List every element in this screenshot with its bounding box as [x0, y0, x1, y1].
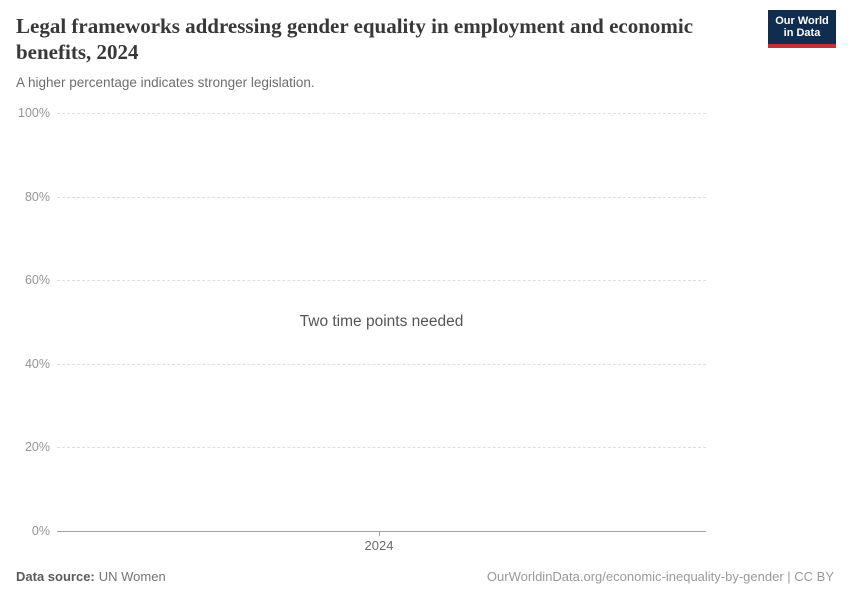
gridline-row-20: 20% — [16, 439, 706, 455]
y-gridline — [57, 197, 706, 198]
y-axis-tick-label: 0% — [31, 524, 50, 538]
y-gridline — [57, 280, 706, 281]
x-axis-tick-label: 2024 — [364, 538, 394, 553]
data-source-value: UN Women — [98, 569, 166, 584]
y-axis-tick-label: 60% — [24, 273, 50, 287]
chart-subtitle: A higher percentage indicates stronger l… — [16, 75, 315, 90]
gridline-row-80: 80% — [16, 189, 706, 205]
y-axis-tick-label: 20% — [24, 440, 50, 454]
attribution[interactable]: OurWorldinData.org/economic-inequality-b… — [486, 569, 834, 584]
y-axis-tick-label: 40% — [24, 357, 50, 371]
y-gridline — [57, 364, 706, 365]
axis-row-0: 0% — [16, 523, 706, 539]
owid-logo[interactable]: Our World in Data — [768, 10, 836, 48]
data-source-label: Data source: — [16, 569, 95, 584]
empty-state-message: Two time points needed — [299, 313, 464, 330]
x-axis-line — [57, 531, 706, 532]
gridline-row-100: 100% — [16, 105, 706, 121]
logo-text-line2: in Data — [783, 27, 821, 39]
x-axis-tick — [379, 532, 380, 536]
y-gridline — [57, 447, 706, 448]
y-gridline — [57, 113, 706, 114]
page-title: Legal frameworks addressing gender equal… — [16, 14, 694, 64]
gridline-row-40: 40% — [16, 356, 706, 372]
data-source: Data source: UN Women — [16, 569, 166, 585]
y-axis-tick-label: 80% — [24, 190, 50, 204]
logo-text-line1: Our World — [775, 14, 829, 27]
gridline-row-60: 60% — [16, 272, 706, 288]
y-axis-tick-label: 100% — [18, 106, 50, 120]
